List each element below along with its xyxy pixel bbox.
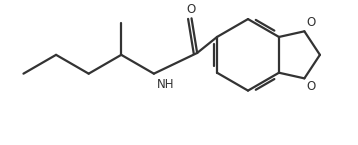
Text: O: O (306, 80, 316, 93)
Text: O: O (306, 16, 316, 29)
Text: O: O (186, 3, 195, 16)
Text: NH: NH (157, 78, 174, 91)
